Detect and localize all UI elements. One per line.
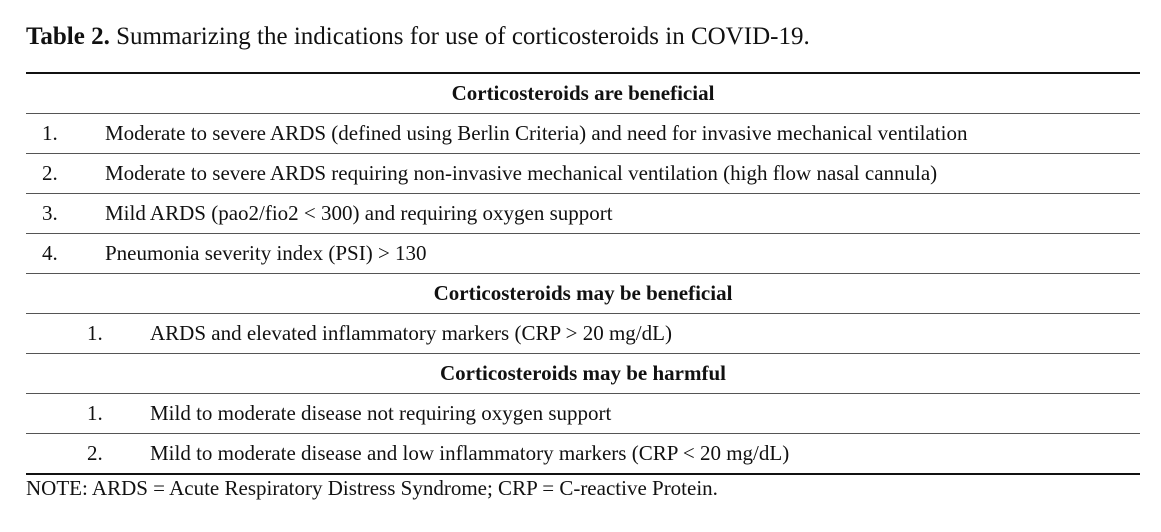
table-row: 1. Moderate to severe ARDS (defined usin… — [26, 114, 1140, 154]
item-number: 3. — [42, 201, 58, 225]
item-text: Moderate to severe ARDS requiring non-in… — [105, 161, 938, 185]
item-number: 4. — [42, 241, 58, 265]
table-caption-text: Summarizing the indications for use of c… — [116, 23, 810, 50]
item-text: Mild to moderate disease not requiring o… — [150, 401, 612, 425]
table-caption-label: Table 2. — [26, 23, 110, 50]
item-number: 1. — [42, 121, 58, 145]
table-row: 1. ARDS and elevated inflammatory marker… — [26, 314, 1140, 354]
item-text: Moderate to severe ARDS (defined using B… — [105, 121, 968, 145]
table-row: 2. Moderate to severe ARDS requiring non… — [26, 154, 1140, 194]
section-heading-may-be-beneficial: Corticosteroids may be beneficial — [26, 274, 1140, 314]
table-row: 3. Mild ARDS (pao2/fio2 < 300) and requi… — [26, 194, 1140, 234]
indications-table: Corticosteroids are beneficial 1. Modera… — [26, 72, 1140, 475]
table-caption: Table 2. Summarizing the indications for… — [26, 20, 810, 54]
table-note: NOTE: ARDS = Acute Respiratory Distress … — [26, 476, 718, 500]
item-text: Mild to moderate disease and low inflamm… — [150, 441, 790, 465]
table-row: 1. Mild to moderate disease not requirin… — [26, 394, 1140, 434]
item-number: 1. — [87, 321, 103, 345]
table-row: 2. Mild to moderate disease and low infl… — [26, 434, 1140, 473]
item-text: Mild ARDS (pao2/fio2 < 300) and requirin… — [105, 201, 613, 225]
section-heading-beneficial: Corticosteroids are beneficial — [26, 74, 1140, 114]
section-heading-may-be-harmful: Corticosteroids may be harmful — [26, 354, 1140, 394]
item-text: ARDS and elevated inflammatory markers (… — [150, 321, 672, 345]
table-row: 4. Pneumonia severity index (PSI) > 130 — [26, 234, 1140, 274]
item-number: 2. — [87, 441, 103, 465]
item-number: 1. — [87, 401, 103, 425]
item-text: Pneumonia severity index (PSI) > 130 — [105, 241, 427, 265]
item-number: 2. — [42, 161, 58, 185]
